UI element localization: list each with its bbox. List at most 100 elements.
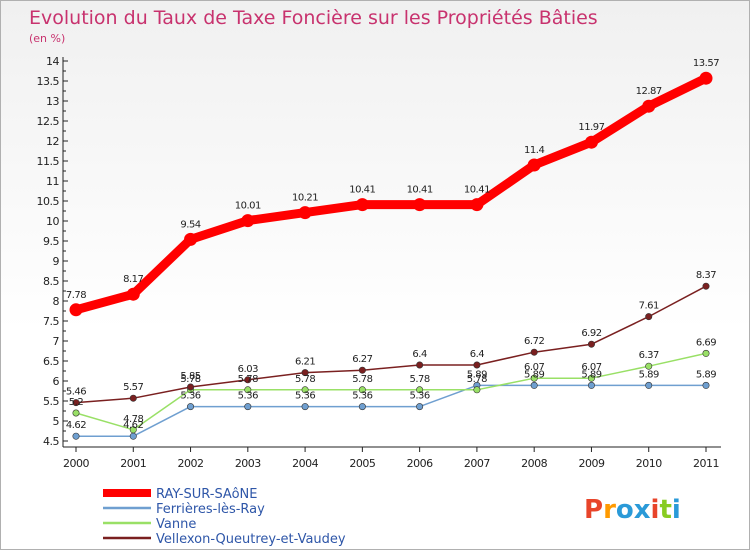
series-3-point-6 — [416, 361, 424, 369]
x-tick-label-9: 2009 — [578, 457, 604, 470]
series-3-label-5: 6.27 — [352, 354, 372, 365]
legend-label-0: RAY-SUR-SAôNE — [156, 487, 258, 502]
series-line-3 — [75, 285, 707, 404]
proxiti-logo: Proxiti — [584, 495, 681, 525]
series-1-point-6 — [416, 403, 424, 411]
y-tick-label-13: 11 — [46, 175, 59, 188]
series-2-point-11 — [702, 349, 710, 357]
series-1-point-9 — [587, 381, 595, 389]
series-line-0 — [71, 73, 711, 315]
series-3-label-1: 5.57 — [123, 382, 143, 393]
series-1-label-0: 4.62 — [66, 420, 86, 431]
legend-label-2: Vanne — [156, 517, 196, 532]
series-3-point-2 — [187, 383, 195, 391]
series-3-label-3: 6.03 — [238, 364, 258, 375]
series-2-point-1 — [129, 426, 137, 434]
chart-subtitle: (en %) — [29, 32, 65, 45]
x-tick-label-3: 2003 — [235, 457, 261, 470]
series-0-point-5 — [355, 198, 369, 212]
series-3-label-9: 6.92 — [581, 328, 601, 339]
series-0-point-11 — [699, 71, 713, 85]
series-0-point-10 — [642, 99, 656, 113]
series-3-label-8: 6.72 — [524, 336, 544, 347]
logo-letter-6: i — [672, 495, 681, 525]
logo-letter-1: r — [603, 495, 616, 525]
series-1-point-11 — [702, 381, 710, 389]
series-2-point-5 — [358, 386, 366, 394]
series-2-point-4 — [301, 386, 309, 394]
y-tick-label-6: 7.5 — [43, 315, 59, 328]
y-tick-label-0: 4.5 — [43, 435, 59, 448]
x-tick-label-7: 2007 — [464, 457, 490, 470]
series-0-point-9 — [584, 135, 598, 149]
series-1-label-4: 5.36 — [295, 391, 315, 402]
x-tick-label-5: 2005 — [349, 457, 375, 470]
x-tick-label-8: 2008 — [521, 457, 547, 470]
logo-letter-3: x — [634, 495, 651, 525]
series-0-point-3 — [241, 214, 255, 228]
y-tick-label-1: 5 — [53, 415, 60, 428]
series-0-label-4: 10.21 — [292, 193, 318, 204]
series-2-point-10 — [645, 362, 653, 370]
series-3-point-1 — [129, 394, 137, 402]
series-3-point-10 — [645, 313, 653, 321]
y-tick-label-9: 9 — [53, 255, 60, 268]
series-2-label-5: 5.78 — [352, 374, 372, 385]
series-3-label-2: 5.85 — [180, 371, 200, 382]
series-3-point-0 — [72, 399, 80, 407]
y-tick-label-8: 8.5 — [43, 275, 59, 288]
series-lines — [71, 73, 711, 437]
series-0-point-8 — [527, 158, 541, 172]
series-3-label-0: 5.46 — [66, 387, 86, 398]
series-2-point-6 — [416, 386, 424, 394]
series-0-label-1: 8.17 — [123, 274, 143, 285]
series-0-point-7 — [470, 198, 484, 212]
data-labels: 4.62 4.62 5.36 5.36 5.36 5.36 5.36 5.89 5.89 5.89… — [66, 58, 720, 431]
series-0-point-6 — [413, 198, 427, 212]
series-line-2 — [75, 352, 707, 431]
series-1-label-6: 5.36 — [410, 391, 430, 402]
series-3-label-6: 6.4 — [412, 349, 427, 360]
logo-letter-0: P — [584, 495, 603, 525]
y-tick-label-14: 11.5 — [37, 155, 60, 168]
series-3-point-5 — [358, 366, 366, 374]
y-tick-label-7: 8 — [53, 295, 60, 308]
series-1-point-8 — [530, 381, 538, 389]
series-0-label-8: 11.4 — [524, 145, 544, 156]
series-0-point-2 — [184, 232, 198, 246]
series-2-label-10: 6.37 — [639, 350, 659, 361]
series-1-point-3 — [244, 403, 252, 411]
series-0-label-6: 10.41 — [407, 185, 433, 196]
series-0-point-4 — [298, 206, 312, 220]
logo-letter-4: i — [651, 495, 660, 525]
series-0-point-1 — [126, 287, 140, 301]
series-1-point-2 — [187, 403, 195, 411]
y-tick-label-4: 6.5 — [43, 355, 59, 368]
y-tick-label-11: 10 — [46, 215, 59, 228]
y-tick-label-15: 12 — [46, 135, 59, 148]
series-0-label-3: 10.01 — [235, 201, 261, 212]
x-tick-label-4: 2004 — [292, 457, 318, 470]
series-2-point-0 — [72, 409, 80, 417]
series-2-point-3 — [244, 386, 252, 394]
series-3-label-10: 7.61 — [639, 301, 659, 312]
series-3-label-4: 6.21 — [295, 357, 315, 368]
series-0-label-0: 7.78 — [66, 290, 86, 301]
legend-label-3: Vellexon-Queutrey-et-Vaudey — [156, 532, 346, 547]
series-0-point-0 — [69, 303, 83, 317]
series-1-label-9: 5.89 — [581, 369, 601, 380]
legend: RAY-SUR-SAôNEFerrières-lès-RayVanneVelle… — [103, 487, 346, 547]
axes: 4.5 5 5.5 6 6.5 7 7.5 8 8.5 9 9.5 10 10.5 11 11.5 12 12.… — [37, 55, 721, 470]
series-1-label-10: 5.89 — [639, 369, 659, 380]
series-2-label-6: 5.78 — [410, 374, 430, 385]
y-tick-label-3: 6 — [53, 375, 60, 388]
x-tick-label-0: 2000 — [63, 457, 89, 470]
series-2-label-0: 5.2 — [69, 397, 84, 408]
y-tick-label-2: 5.5 — [43, 395, 59, 408]
series-2-label-7: 5.78 — [467, 374, 487, 385]
series-1-point-5 — [358, 403, 366, 411]
series-1-label-1: 4.62 — [123, 420, 143, 431]
series-2-label-11: 6.69 — [696, 337, 716, 348]
x-tick-label-2: 2002 — [178, 457, 204, 470]
